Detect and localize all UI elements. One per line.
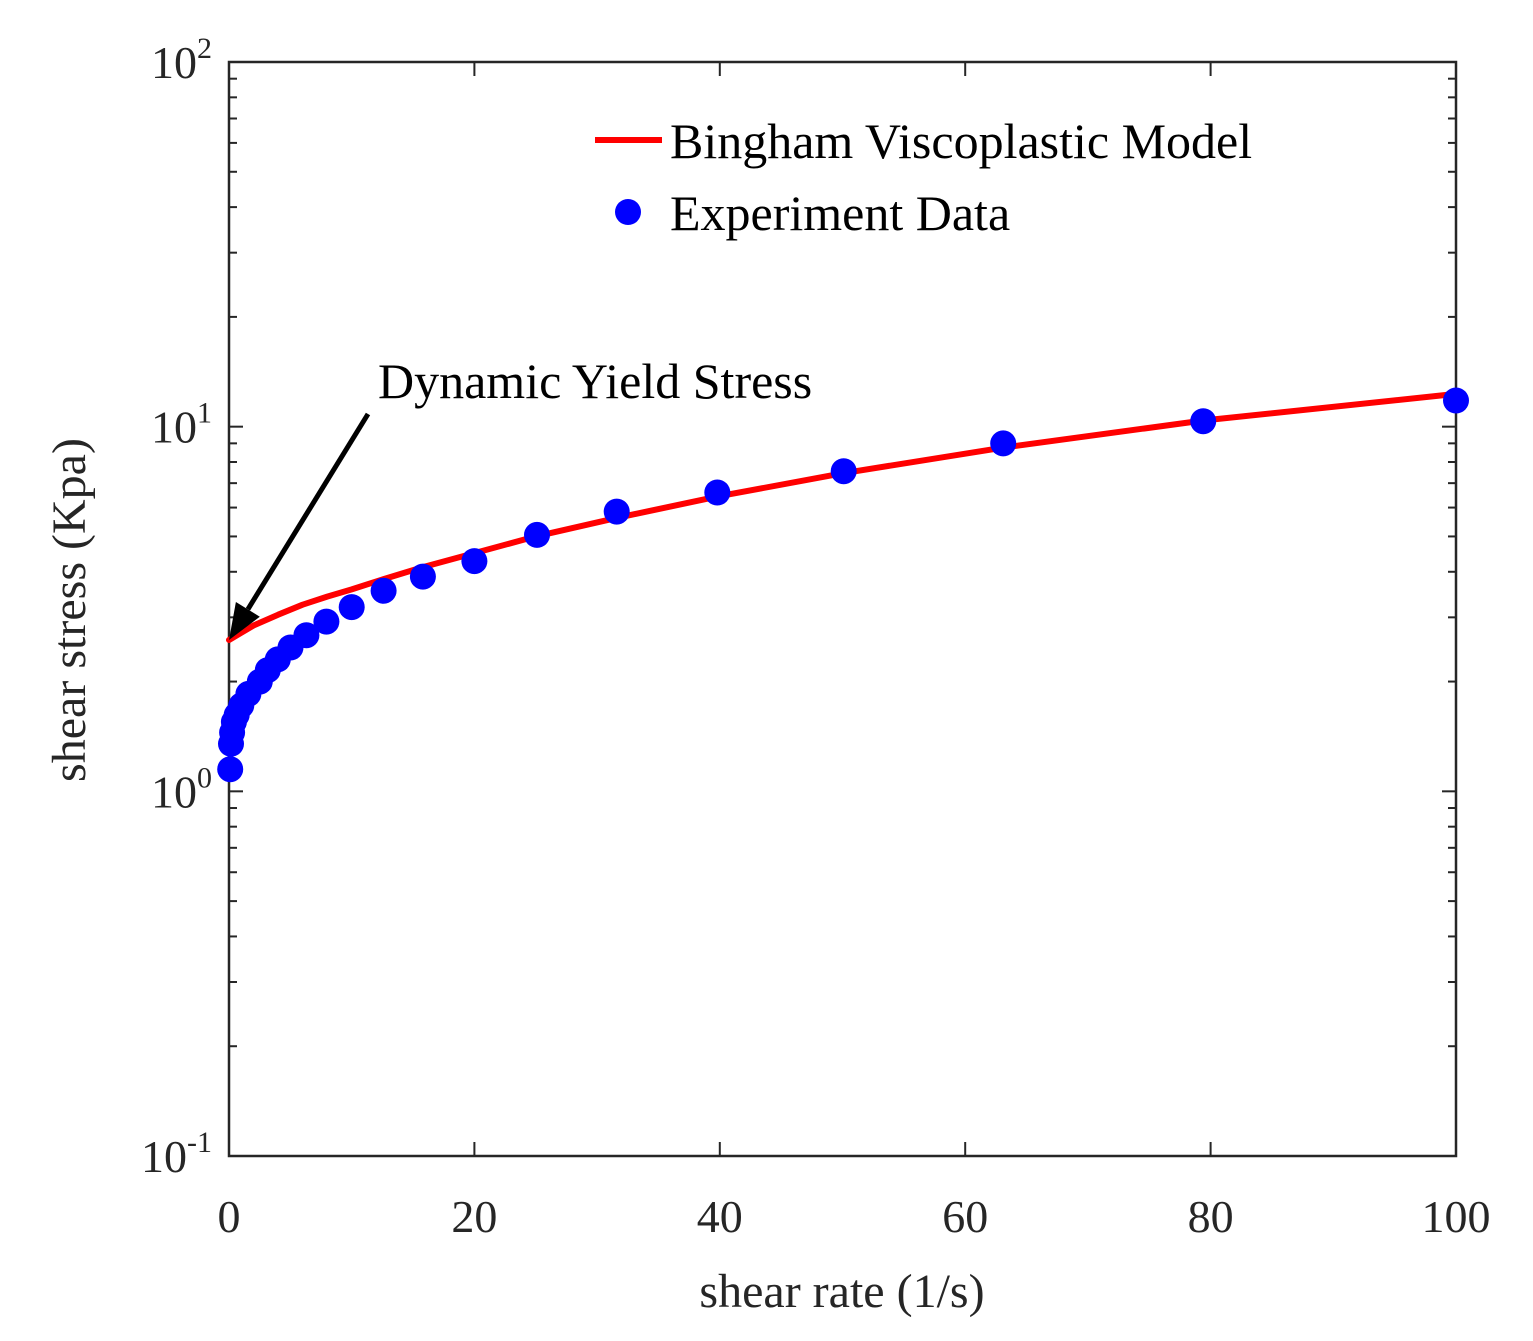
tick-labels-layer: 0 20 40 60 80 100 10-1 100 101 102 [141, 32, 1491, 1242]
y-axis-label: shear stress (Kpa) [43, 438, 96, 782]
model-line [226, 390, 1459, 643]
axes-box [227, 60, 1458, 1158]
y-tick-label: 10-1 [141, 1126, 212, 1182]
ticks-layer [228, 61, 1457, 1157]
legend: Bingham Viscoplastic Model Experiment Da… [595, 113, 1252, 241]
x-tick-label: 0 [218, 1191, 241, 1242]
data-point [313, 608, 340, 635]
x-tick-label: 60 [942, 1191, 988, 1242]
annotation: Dynamic Yield Stress [229, 353, 812, 640]
y-tick-label: 100 [151, 761, 212, 817]
x-tick-label: 20 [451, 1191, 497, 1242]
x-axis-label: shear rate (1/s) [699, 1265, 984, 1318]
data-point [1190, 408, 1217, 435]
data-point [293, 622, 320, 649]
annotation-arrow-shaft [245, 412, 371, 611]
y-tick-label: 101 [151, 397, 212, 453]
data-point [1443, 387, 1469, 414]
data-point [217, 756, 244, 783]
legend-marker-swatch [615, 199, 641, 225]
y-tick-label: 102 [151, 32, 212, 88]
x-tick-label: 80 [1188, 1191, 1234, 1242]
x-tick-label: 40 [697, 1191, 743, 1242]
data-point [409, 563, 436, 590]
legend-label-experiment: Experiment Data [670, 185, 1010, 241]
data-point [370, 577, 397, 604]
x-tick-label: 100 [1422, 1191, 1491, 1242]
data-point [461, 548, 488, 575]
data-point [704, 479, 731, 506]
data-point [603, 498, 630, 525]
legend-label-model: Bingham Viscoplastic Model [670, 113, 1252, 169]
data-point [524, 521, 550, 548]
data-point [830, 458, 857, 485]
data-point [990, 430, 1017, 457]
model-line-layer [226, 390, 1459, 643]
annotation-text: Dynamic Yield Stress [378, 353, 812, 409]
data-point [338, 594, 365, 621]
experiment-points-layer [217, 387, 1469, 783]
plot-area [227, 60, 1458, 1158]
annotation-arrow-head [229, 602, 260, 640]
